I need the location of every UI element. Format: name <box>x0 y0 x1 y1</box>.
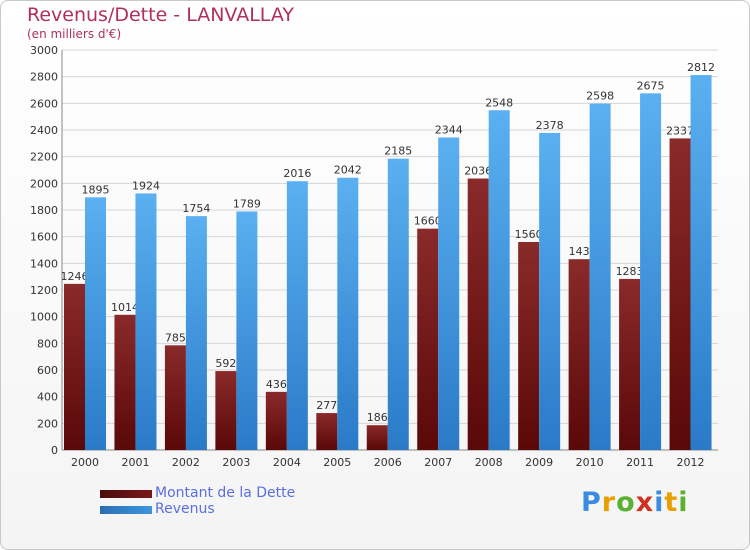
value-label-revenus: 2185 <box>384 145 412 158</box>
value-label-dette: 143 <box>569 245 590 258</box>
logo-letter: o <box>616 487 636 518</box>
value-label-revenus: 2378 <box>536 119 564 132</box>
bar-dette <box>366 425 388 450</box>
value-label-revenus: 2548 <box>485 96 513 109</box>
logo-letter: i <box>678 487 689 518</box>
x-tick-label: 2001 <box>121 456 149 469</box>
value-label-dette: 277 <box>316 399 337 412</box>
bar-dette <box>215 371 237 450</box>
logo-letter: x <box>635 487 655 518</box>
value-label-dette: 785 <box>165 331 186 344</box>
bar-revenus <box>337 177 359 450</box>
bar-dette <box>114 314 136 450</box>
y-tick-label: 1400 <box>30 257 58 270</box>
x-tick-label: 2007 <box>424 456 452 469</box>
x-tick-label: 2002 <box>172 456 200 469</box>
y-tick-label: 2200 <box>30 151 58 164</box>
value-label-dette: 436 <box>266 378 287 391</box>
value-label-revenus: 2042 <box>334 164 362 177</box>
legend-label-revenus: Revenus <box>155 501 215 517</box>
legend-label-dette: Montant de la Dette <box>155 485 296 501</box>
value-label-dette: 1014 <box>111 301 139 314</box>
value-label-dette: 2337 <box>666 124 694 137</box>
y-tick-label: 1200 <box>30 284 58 297</box>
y-tick-label: 3000 <box>30 44 58 57</box>
x-tick-label: 2003 <box>222 456 250 469</box>
bar-dette <box>417 228 439 450</box>
bar-dette <box>265 391 287 450</box>
bar-revenus <box>185 216 207 450</box>
logo-letter: t <box>664 487 679 518</box>
y-tick-label: 1600 <box>30 231 58 244</box>
chart-title: Revenus/Dette - LANVALLAY <box>27 4 294 26</box>
legend-swatch-revenus <box>100 506 152 514</box>
bar-dette <box>316 413 338 450</box>
proxiti-logo: Proxiti <box>581 487 689 518</box>
value-label-revenus: 1789 <box>233 197 261 210</box>
x-tick-label: 2010 <box>576 456 604 469</box>
bar-revenus <box>85 197 106 450</box>
x-tick-label: 2012 <box>677 456 705 469</box>
legend-swatch-dette <box>100 490 152 498</box>
value-label-revenus: 2812 <box>687 61 715 74</box>
bar-revenus <box>236 211 258 450</box>
bar-revenus <box>135 193 157 450</box>
bar-dette <box>669 138 691 450</box>
y-tick-label: 2400 <box>30 124 58 137</box>
bar-dette <box>568 259 590 450</box>
y-tick-label: 800 <box>37 337 58 350</box>
value-label-revenus: 2344 <box>435 123 463 136</box>
bar-revenus <box>438 137 460 450</box>
value-label-dette: 186 <box>367 411 388 424</box>
value-label-revenus: 2016 <box>283 167 311 180</box>
bar-revenus <box>286 181 308 450</box>
value-label-dette: 1560 <box>515 228 543 241</box>
y-tick-label: 1800 <box>30 204 58 217</box>
bar-dette <box>518 242 540 450</box>
logo-letter: P <box>581 487 602 518</box>
y-tick-label: 200 <box>37 417 58 430</box>
bar-dette <box>619 278 641 450</box>
value-label-revenus: 1924 <box>132 179 160 192</box>
bar-dette <box>64 283 85 450</box>
x-tick-label: 2009 <box>525 456 553 469</box>
bar-revenus <box>488 110 510 451</box>
value-label-dette: 2036 <box>464 165 492 178</box>
y-tick-label: 600 <box>37 364 58 377</box>
x-tick-label: 2005 <box>323 456 351 469</box>
x-tick-label: 2006 <box>374 456 402 469</box>
bar-revenus <box>640 93 662 450</box>
bar-revenus <box>589 103 611 450</box>
logo-letter: r <box>601 487 617 518</box>
bar-revenus <box>387 158 409 450</box>
y-tick-label: 1000 <box>30 311 58 324</box>
y-tick-label: 2600 <box>30 97 58 110</box>
bar-revenus <box>539 132 561 450</box>
bar-revenus <box>690 75 712 451</box>
value-label-dette: 1660 <box>414 215 442 228</box>
x-tick-label: 2011 <box>626 456 654 469</box>
y-tick-label: 400 <box>37 391 58 404</box>
logo-letter: i <box>654 487 665 518</box>
y-tick-label: 0 <box>51 444 58 457</box>
y-tick-label: 2000 <box>30 177 58 190</box>
x-tick-label: 2008 <box>475 456 503 469</box>
value-label-revenus: 1754 <box>182 202 210 215</box>
value-label-dette: 1283 <box>616 265 644 278</box>
x-tick-label: 2004 <box>273 456 301 469</box>
bar-dette <box>467 178 489 451</box>
value-label-dette: 592 <box>215 357 236 370</box>
value-label-revenus: 1895 <box>82 183 110 196</box>
y-tick-label: 2800 <box>30 71 58 84</box>
value-label-revenus: 2598 <box>586 90 614 103</box>
value-label-revenus: 2675 <box>637 79 665 92</box>
bar-dette <box>164 345 186 450</box>
chart-subtitle: (en milliers d'€) <box>27 27 122 41</box>
value-label-dette: 1246 <box>61 270 89 283</box>
x-tick-label: 2000 <box>71 456 99 469</box>
